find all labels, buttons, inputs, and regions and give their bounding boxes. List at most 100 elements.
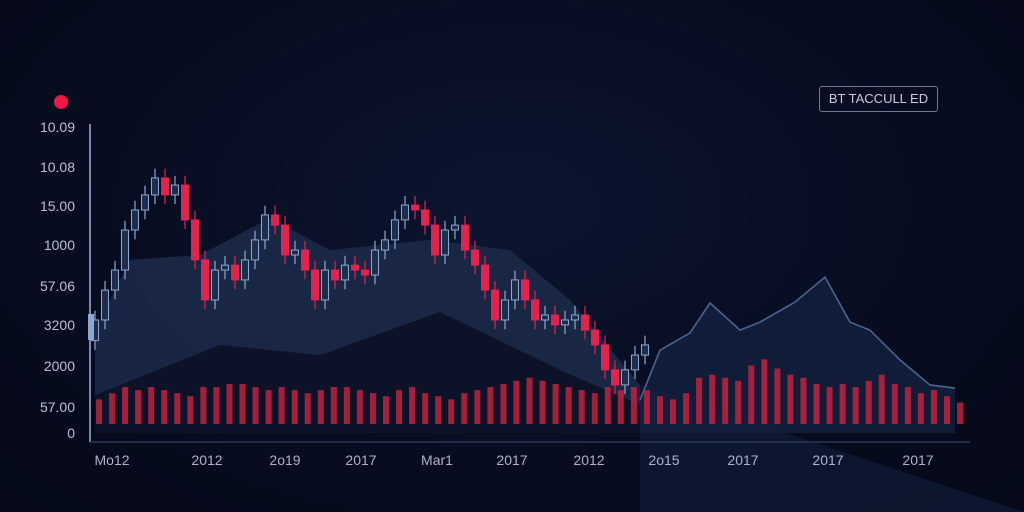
volume-bar <box>422 393 429 424</box>
y-tick-label: 15.00 <box>39 198 75 214</box>
candle-up <box>111 269 119 291</box>
axis-marker <box>88 314 94 340</box>
x-tick-label: 2o19 <box>269 452 301 468</box>
volume-bar <box>852 387 859 424</box>
volume-bar <box>617 390 624 424</box>
candle-up <box>221 264 229 271</box>
volume-bar <box>383 396 389 424</box>
x-tick-label: 2017 <box>812 452 844 468</box>
volume-bar <box>917 393 924 424</box>
volume-bar <box>174 393 181 424</box>
candle-down <box>421 209 429 226</box>
candle-up <box>561 319 569 326</box>
volume-bar <box>239 383 246 424</box>
volume-bar <box>435 396 442 424</box>
volume-bar <box>826 387 833 424</box>
volume-bar <box>696 377 703 424</box>
volume-bar <box>565 387 572 424</box>
volume-bar <box>161 390 168 424</box>
volume-bar <box>735 380 742 424</box>
x-tick-label: 2o15 <box>648 452 680 468</box>
candle-down <box>271 214 279 226</box>
y-tick-label: 0 <box>67 425 75 441</box>
candle-down <box>201 259 209 301</box>
volume-bar <box>943 396 950 424</box>
volume-bar <box>96 399 102 424</box>
candle-up <box>131 209 139 231</box>
volume-bar <box>604 387 611 424</box>
volume-bar <box>957 402 963 424</box>
volume-bar <box>513 380 520 424</box>
volume-bar <box>761 359 768 424</box>
x-tick-label: 2012 <box>191 452 223 468</box>
candle-up <box>631 354 639 371</box>
area-outline-line <box>639 275 956 401</box>
volume-bar <box>200 387 207 424</box>
volume-bar <box>122 387 129 424</box>
candle-up <box>261 214 269 241</box>
candle-down <box>491 289 499 321</box>
candle-up <box>451 224 459 231</box>
volume-bar <box>839 383 846 424</box>
volume-bar <box>643 390 650 424</box>
background-shade <box>640 384 1024 512</box>
candle-up <box>241 259 249 281</box>
candle-down <box>301 249 309 271</box>
volume-bar <box>591 393 598 424</box>
candle-down <box>281 224 289 256</box>
candle-up <box>621 369 629 386</box>
y-tick-label: 57.00 <box>39 399 75 415</box>
volume-bar <box>552 383 559 424</box>
candle-down <box>581 314 589 331</box>
x-tick-label: 2017 <box>496 452 528 468</box>
volume-bar <box>500 383 507 424</box>
candle-down <box>461 224 469 251</box>
candle-up <box>291 249 299 256</box>
y-tick-label: 10.08 <box>39 159 75 175</box>
volume-bar <box>187 396 194 424</box>
candle-down <box>591 329 599 346</box>
volume-bar <box>474 390 481 424</box>
volume-bar <box>539 380 546 424</box>
volume-bar <box>304 393 311 424</box>
candle-down <box>331 269 339 281</box>
candle-up <box>341 264 349 281</box>
volume-bar <box>278 387 285 424</box>
volume-bar <box>330 387 337 424</box>
volume-bar <box>369 393 376 424</box>
candle-up <box>251 239 259 261</box>
volume-bar <box>409 387 416 424</box>
y-tick-label: 10.09 <box>39 119 75 135</box>
volume-bar <box>670 399 676 424</box>
volume-bar <box>578 390 585 424</box>
volume-bar <box>226 383 233 424</box>
volume-bar <box>722 377 729 424</box>
volume-bar <box>683 393 690 424</box>
volume-bar <box>656 396 663 424</box>
candle-up <box>541 314 549 321</box>
volume-bar <box>135 390 142 424</box>
candle-down <box>231 264 239 281</box>
candle-up <box>151 177 159 196</box>
candle-down <box>351 264 359 271</box>
candle-up <box>101 289 109 321</box>
volume-bar <box>813 383 820 424</box>
volume-bar <box>265 390 272 424</box>
candle-down <box>181 184 189 221</box>
y-tick-label: 2000 <box>43 358 75 374</box>
candle-up <box>321 269 329 301</box>
volume-bar <box>748 365 755 424</box>
x-tick-label: Mar1 <box>421 452 453 468</box>
volume-bar <box>317 390 324 424</box>
volume-bar <box>865 380 872 424</box>
candle-down <box>411 204 419 211</box>
candle-down <box>431 224 439 256</box>
candle-down <box>551 314 559 326</box>
volume-bar <box>291 390 298 424</box>
candle-up <box>381 239 389 251</box>
volume-bar <box>356 390 363 424</box>
volume-bar <box>709 374 716 424</box>
volume-bar <box>891 383 898 424</box>
volume-bar <box>930 390 937 424</box>
